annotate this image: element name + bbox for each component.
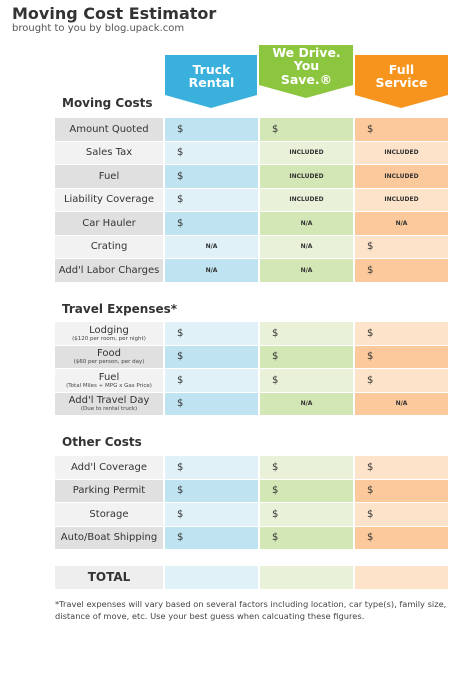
cell: $ <box>165 118 258 141</box>
cell: $ <box>260 345 353 368</box>
cell: INCLUDED <box>260 188 353 211</box>
row-label: Add'l Labor Charges <box>55 259 163 282</box>
cell: N/A <box>260 259 353 282</box>
section-title: Travel Expenses* <box>62 302 178 316</box>
row-label-text: Sales Tax <box>85 147 133 159</box>
row-label-text: Add'l Coverage <box>71 461 147 473</box>
column-header: Truck Rental <box>188 61 235 90</box>
row-label: Parking Permit <box>55 479 163 502</box>
row-label-text: Lodging <box>89 324 129 336</box>
cell: $ <box>165 188 258 211</box>
cell: INCLUDED <box>355 141 448 164</box>
row-label: Fuel <box>55 165 163 188</box>
row-label: Amount Quoted <box>55 118 163 141</box>
row-sublabel: (Due to rental truck) <box>80 406 138 413</box>
cell: $ <box>260 503 353 526</box>
cell: $ <box>260 479 353 502</box>
cell: $ <box>260 118 353 141</box>
row-label-text: Crating <box>90 241 128 253</box>
cell: $ <box>165 392 258 415</box>
row-label-text: Parking Permit <box>72 485 146 497</box>
subtitle: brought to you by blog.upack.com <box>12 23 185 34</box>
section-title: Other Costs <box>62 435 142 449</box>
cell: $ <box>355 345 448 368</box>
cell: INCLUDED <box>355 188 448 211</box>
cell: $ <box>355 503 448 526</box>
title: Moving Cost Estimator <box>12 4 217 23</box>
cell: $ <box>165 369 258 392</box>
column-header: We Drive. You Save.® <box>272 45 341 87</box>
cell: $ <box>165 165 258 188</box>
cell: $ <box>355 235 448 258</box>
row-label-text: Fuel <box>98 170 120 182</box>
banner-truck <box>165 55 257 108</box>
row-label: Storage <box>55 503 163 526</box>
cell: N/A <box>260 235 353 258</box>
section-title: Moving Costs <box>62 96 153 110</box>
cell: $ <box>165 212 258 235</box>
cell: $ <box>165 479 258 502</box>
row-sublabel: (Total Miles ÷ MPG x Gas Price) <box>66 382 152 389</box>
row-label-text: Auto/Boat Shipping <box>60 532 158 544</box>
row-label-text: Liability Coverage <box>63 194 155 206</box>
row-label-text: Add'l Travel Day <box>68 395 150 407</box>
cell: $ <box>260 526 353 549</box>
row-label: Add'l Coverage <box>55 456 163 479</box>
row-label-text: Add'l Labor Charges <box>58 264 160 276</box>
row-label: Liability Coverage <box>55 188 163 211</box>
cell: $ <box>165 456 258 479</box>
cell: $ <box>355 118 448 141</box>
row-label: Car Hauler <box>55 212 163 235</box>
total-cell <box>355 566 448 589</box>
header-banners <box>165 45 448 108</box>
total-label: TOTAL <box>55 566 163 589</box>
cell: $ <box>260 369 353 392</box>
cell: $ <box>355 322 448 345</box>
row-label: Food ($60 per person, per day) <box>55 345 163 368</box>
column-header: Full Service <box>375 61 428 90</box>
cell: $ <box>355 479 448 502</box>
row-label: Add'l Travel Day (Due to rental truck) <box>55 392 163 415</box>
cell: $ <box>260 322 353 345</box>
row-label: Lodging ($120 per room, per night) <box>55 322 163 345</box>
total-cell <box>165 566 258 589</box>
cell: $ <box>355 526 448 549</box>
cell: $ <box>165 345 258 368</box>
cell: INCLUDED <box>260 165 353 188</box>
cell: $ <box>355 456 448 479</box>
row-label: Auto/Boat Shipping <box>55 526 163 549</box>
row-label-text: Food <box>97 348 121 360</box>
row-sublabel: ($60 per person, per day) <box>73 359 145 366</box>
row-label: Crating <box>55 235 163 258</box>
cell: N/A <box>165 235 258 258</box>
row-label-text: Car Hauler <box>82 217 136 229</box>
cell: N/A <box>260 212 353 235</box>
cell: N/A <box>260 392 353 415</box>
cell: N/A <box>355 212 448 235</box>
cell: $ <box>165 503 258 526</box>
cell: $ <box>165 526 258 549</box>
banner-drive <box>259 45 353 98</box>
banner-full <box>355 55 448 108</box>
cell: N/A <box>165 259 258 282</box>
cell: $ <box>355 259 448 282</box>
row-label: Fuel (Total Miles ÷ MPG x Gas Price) <box>55 369 163 392</box>
cell: $ <box>165 141 258 164</box>
cell: $ <box>165 322 258 345</box>
cell: INCLUDED <box>260 141 353 164</box>
footnote: *Travel expenses will vary based on seve… <box>55 599 447 621</box>
cell: INCLUDED <box>355 165 448 188</box>
row-sublabel: ($120 per room, per night) <box>72 335 146 342</box>
row-label-text: Storage <box>89 508 129 520</box>
row-label: Sales Tax <box>55 141 163 164</box>
cell: $ <box>260 456 353 479</box>
cell: $ <box>355 369 448 392</box>
cell: N/A <box>355 392 448 415</box>
row-label-text: Amount Quoted <box>69 123 149 135</box>
row-label-text: Fuel <box>98 371 120 383</box>
total-cell <box>260 566 353 589</box>
